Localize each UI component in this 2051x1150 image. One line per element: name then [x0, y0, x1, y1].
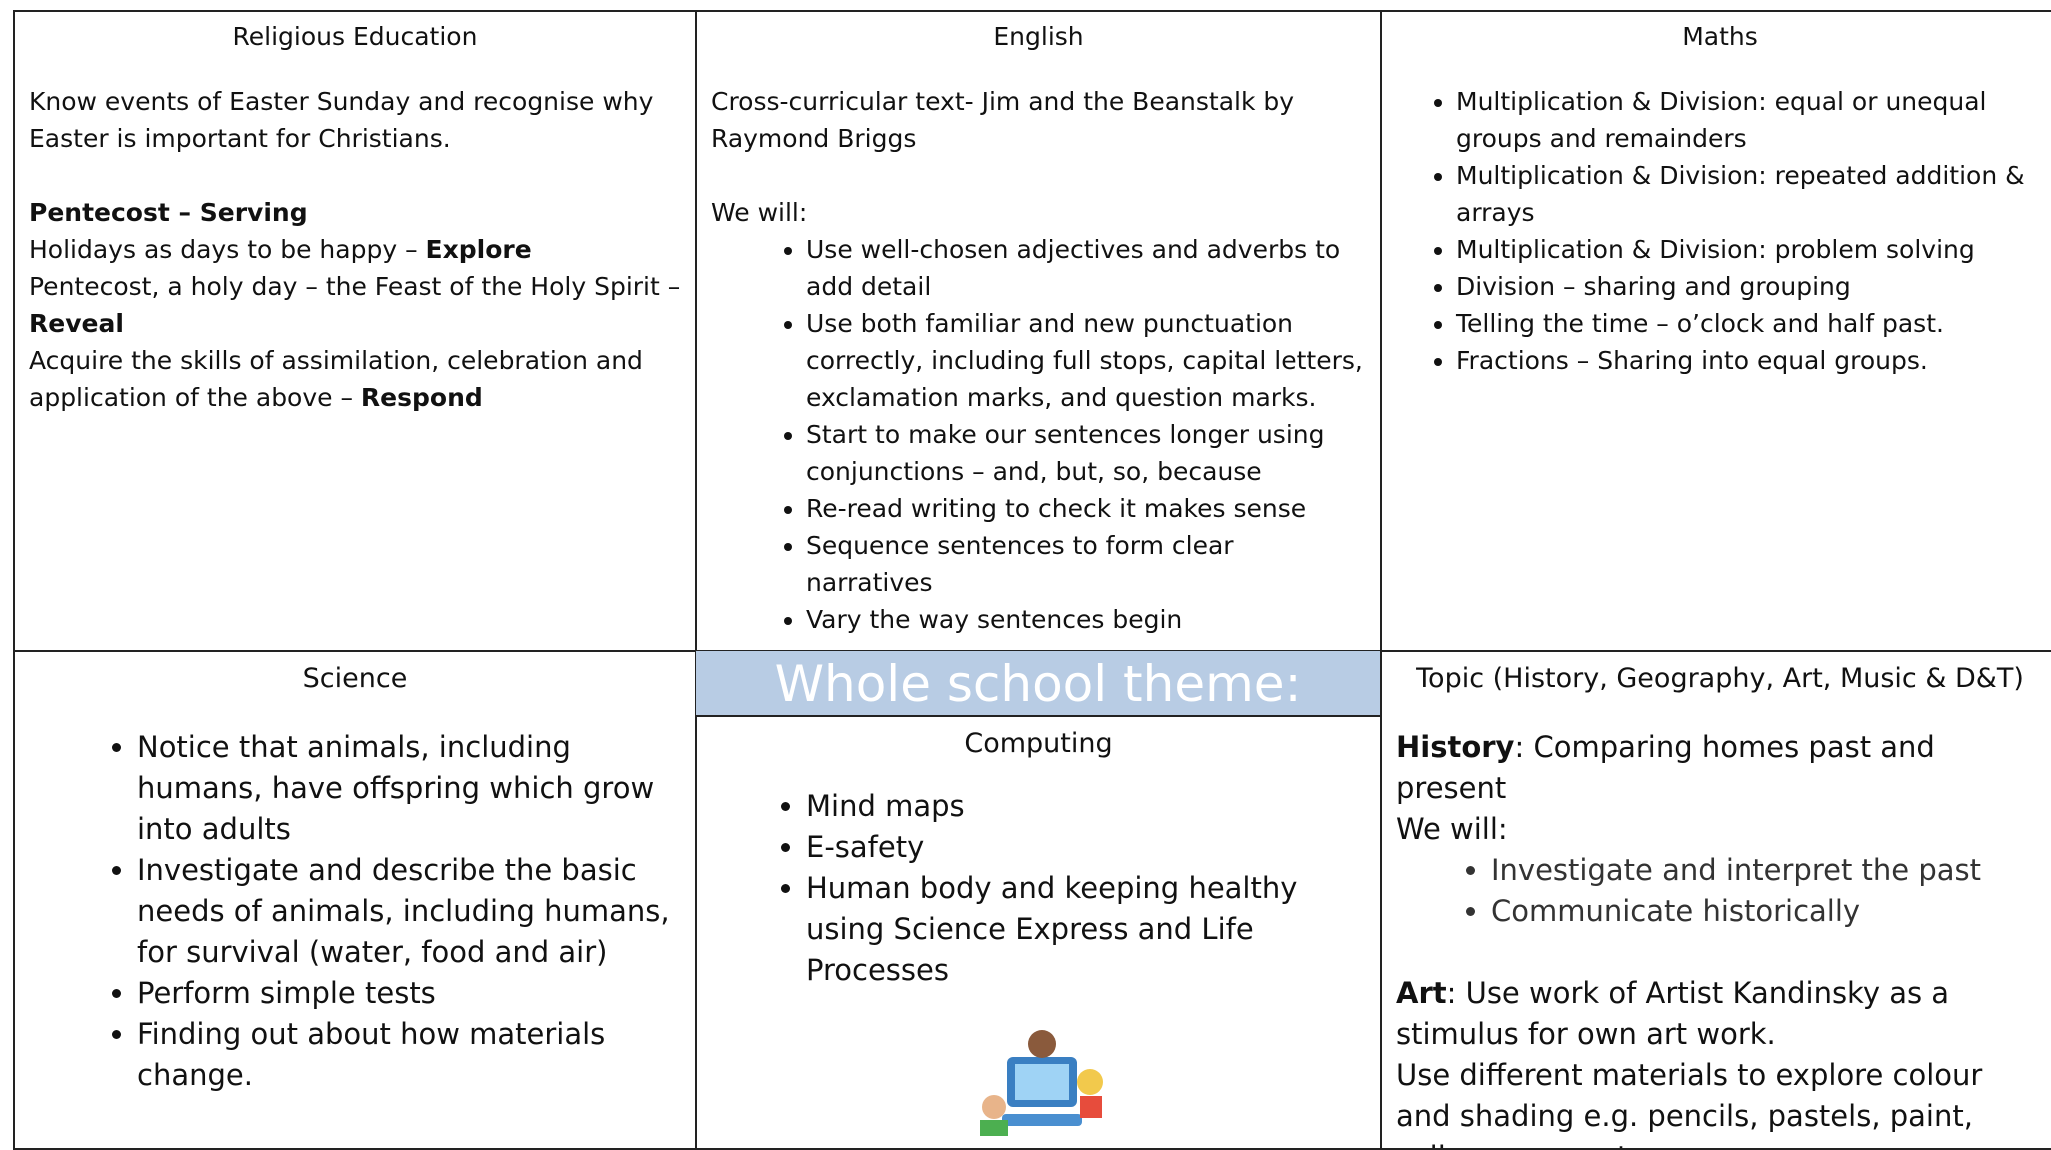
heading-part: Pentecost [29, 198, 170, 227]
line: Acquire the skills of assimilation, cele… [29, 342, 681, 416]
list-item: Perform simple tests [137, 973, 681, 1014]
heading: Pentecost – Serving [29, 194, 681, 231]
label: Art [1396, 976, 1447, 1010]
line-bold: Respond [360, 383, 483, 412]
science-cell: Science Notice that animals, including h… [13, 650, 697, 1150]
computing-cell: Computing Mind mapsE-safetyHuman body an… [695, 715, 1382, 1150]
heading-part: Serving [199, 198, 308, 227]
line-bold: Reveal [29, 309, 124, 338]
cell-title: Religious Education [232, 22, 478, 51]
heading-dash: – [169, 198, 200, 227]
line-bold: Explore [425, 235, 532, 264]
list-item: Mind maps [806, 786, 1366, 827]
line-text: Holidays as days to be happy – [29, 235, 426, 264]
list-item: Investigate and interpret the past [1491, 850, 2044, 891]
history: History: Comparing homes past and presen… [1396, 727, 2044, 809]
intro: Cross-curricular text- Jim and the Beans… [711, 87, 1295, 153]
list-item: Fractions – Sharing into equal groups. [1456, 342, 2044, 379]
line: Holidays as days to be happy – Explore [29, 231, 681, 268]
lead: We will: [1396, 812, 1508, 846]
list-item: Multiplication & Division: repeated addi… [1456, 157, 2044, 231]
line: Pentecost, a holy day – the Feast of the… [29, 268, 681, 342]
label: History [1396, 730, 1515, 764]
list-item: Vary the way sentences begin [806, 601, 1366, 638]
list: Notice that animals, including humans, h… [29, 727, 681, 1096]
lead: We will: [711, 198, 808, 227]
list: Investigate and interpret the pastCommun… [1396, 850, 2044, 932]
cell-title: English [993, 22, 1084, 51]
list-item: Use well-chosen adjectives and adverbs t… [806, 231, 1366, 305]
list-item: Human body and keeping healthy using Sci… [806, 868, 1366, 991]
list-item: Multiplication & Division: problem solvi… [1456, 231, 2044, 268]
list-item: Investigate and describe the basic needs… [137, 850, 681, 973]
maths-cell: Maths Multiplication & Division: equal o… [1380, 10, 2051, 652]
list: Use well-chosen adjectives and adverbs t… [711, 231, 1366, 638]
list: Multiplication & Division: equal or uneq… [1396, 83, 2044, 379]
list-item: Notice that animals, including humans, h… [137, 727, 681, 850]
list-item: E-safety [806, 827, 1366, 868]
cell-title: Topic (History, Geography, Art, Music & … [1416, 663, 2024, 694]
line-text: Acquire the skills of assimilation, cele… [29, 346, 643, 412]
line-text: Pentecost, a holy day – the Feast of the… [29, 272, 681, 301]
list-item: Multiplication & Division: equal or uneq… [1456, 83, 2044, 157]
art: Art: Use work of Artist Kandinsky as a s… [1396, 973, 2044, 1055]
text: : Use work of Artist Kandinsky as a stim… [1396, 976, 1950, 1051]
list-item: Use both familiar and new punctuation co… [806, 305, 1366, 416]
cell-title: Science [302, 663, 408, 694]
text: : Comparing homes past and present [1396, 730, 1935, 805]
theme-banner: Whole school theme: Green [696, 651, 1380, 779]
cell-title: Computing [964, 728, 1113, 759]
re-cell: Religious Education Know events of Easte… [13, 10, 697, 652]
cell-title: Maths [1682, 22, 1758, 51]
list-item: Telling the time – o’clock and half past… [1456, 305, 2044, 342]
topic-cell: Topic (History, Geography, Art, Music & … [1380, 650, 2051, 1150]
list-item: Finding out about how materials change. [137, 1014, 681, 1096]
list: Mind mapsE-safetyHuman body and keeping … [711, 786, 1366, 991]
intro: Know events of Easter Sunday and recogni… [29, 87, 654, 153]
computer-icon [980, 1030, 1103, 1136]
list-item: Division – sharing and grouping [1456, 268, 2044, 305]
art-more: Use different materials to explore colou… [1396, 1058, 1983, 1148]
list-item: Sequence sentences to form clear narrati… [806, 527, 1366, 601]
list-item: Re-read writing to check it makes sense [806, 490, 1366, 527]
english-cell: English Cross-curricular text- Jim and t… [695, 10, 1382, 652]
list-item: Start to make our sentences longer using… [806, 416, 1366, 490]
list-item: Communicate historically [1491, 891, 2044, 932]
